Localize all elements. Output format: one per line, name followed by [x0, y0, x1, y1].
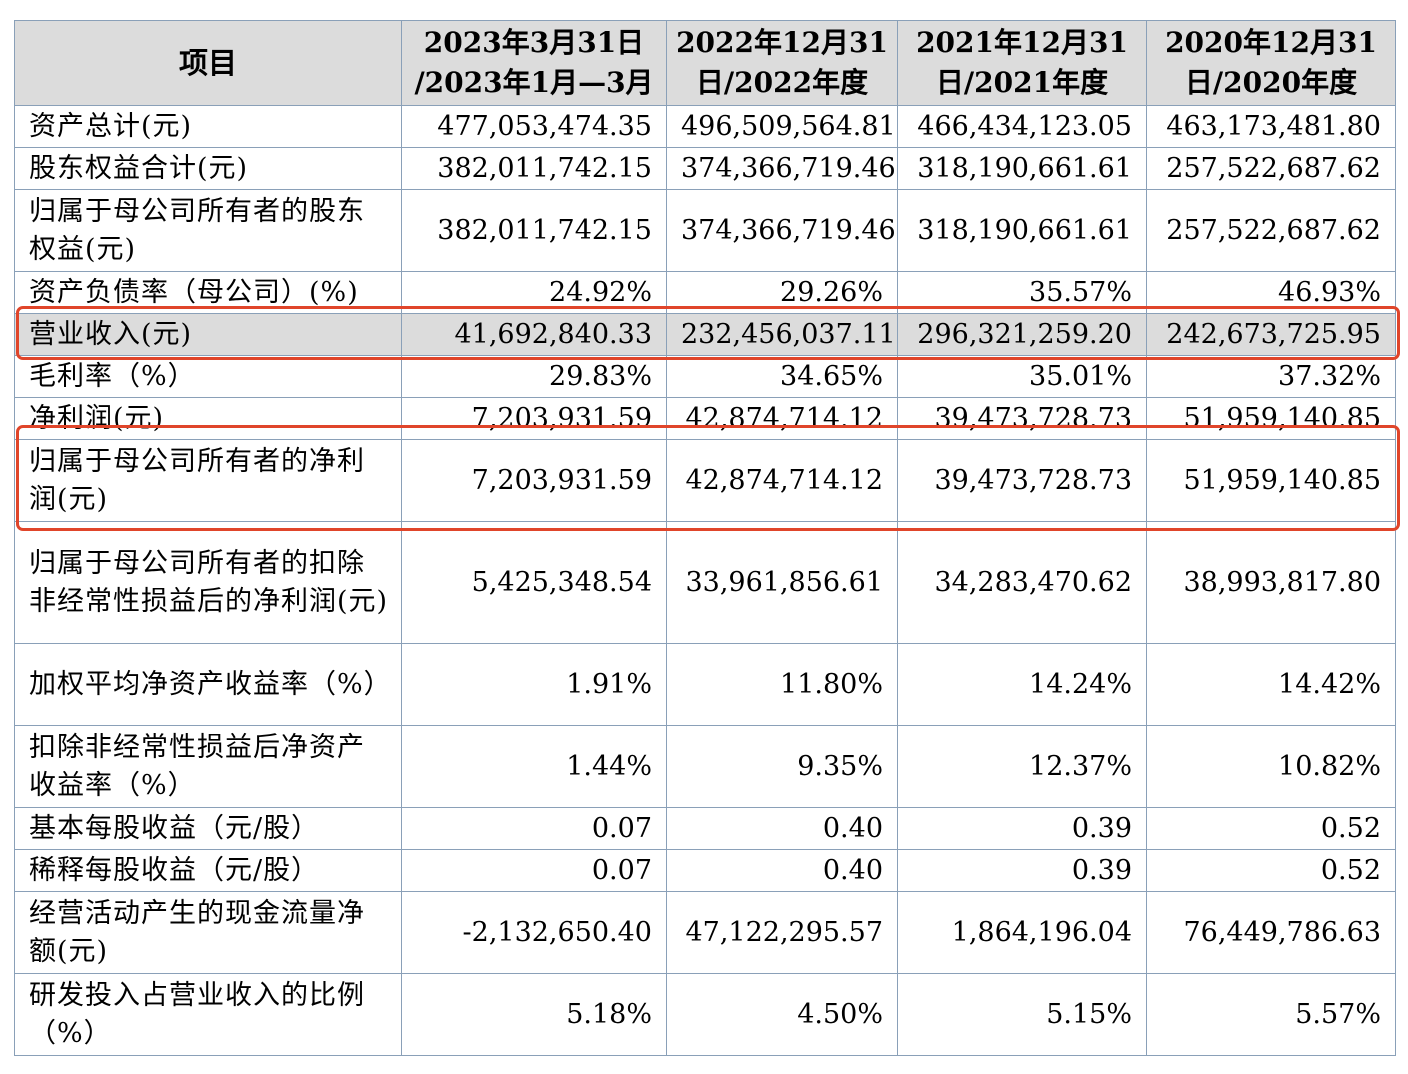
cell-value: 0.39: [897, 849, 1147, 892]
row-label: 资产负债率（母公司）(%): [14, 271, 402, 314]
cell-value: 14.24%: [897, 643, 1147, 726]
header-2022: 2022年12月31 日/2022年度: [666, 20, 898, 106]
cell-value: 318,190,661.61: [897, 189, 1147, 272]
cell-value: 496,509,564.81: [666, 105, 898, 148]
table-row: 净利润(元) 7,203,931.59 42,874,714.12 39,473…: [14, 397, 1396, 440]
cell-value: -2,132,650.40: [401, 891, 667, 974]
row-label: 基本每股收益（元/股）: [14, 807, 402, 850]
row-label: 经营活动产生的现金流量净额(元): [14, 891, 402, 974]
cell-value: 12.37%: [897, 725, 1147, 808]
table-row: 稀释每股收益（元/股） 0.07 0.40 0.39 0.52: [14, 849, 1396, 892]
cell-value: 1.44%: [401, 725, 667, 808]
cell-value: 10.82%: [1146, 725, 1396, 808]
cell-value: 33,961,856.61: [666, 521, 898, 644]
cell-value: 5.15%: [897, 973, 1147, 1056]
row-label: 归属于母公司所有者的净利润(元): [14, 439, 402, 522]
cell-value: 466,434,123.05: [897, 105, 1147, 148]
cell-value: 232,456,037.11: [666, 313, 898, 356]
header-2023q1: 2023年3月31日/2023年1月—3月: [401, 20, 667, 106]
cell-value: 42,874,714.12: [666, 397, 898, 440]
cell-value: 477,053,474.35: [401, 105, 667, 148]
cell-value: 35.57%: [897, 271, 1147, 314]
row-label: 归属于母公司所有者的股东权益(元): [14, 189, 402, 272]
cell-value: 374,366,719.46: [666, 189, 898, 272]
row-label: 净利润(元): [14, 397, 402, 440]
header-2021: 2021年12月31 日/2021年度: [897, 20, 1147, 106]
row-label: 加权平均净资产收益率（%）: [14, 643, 402, 726]
cell-value: 29.26%: [666, 271, 898, 314]
cell-value: 38,993,817.80: [1146, 521, 1396, 644]
cell-value: 318,190,661.61: [897, 147, 1147, 190]
cell-value: 5.57%: [1146, 973, 1396, 1056]
cell-value: 374,366,719.46: [666, 147, 898, 190]
row-label: 稀释每股收益（元/股）: [14, 849, 402, 892]
cell-value: 0.52: [1146, 849, 1396, 892]
cell-value: 14.42%: [1146, 643, 1396, 726]
cell-value: 47,122,295.57: [666, 891, 898, 974]
cell-value: 5,425,348.54: [401, 521, 667, 644]
cell-value: 34,283,470.62: [897, 521, 1147, 644]
cell-value: 35.01%: [897, 355, 1147, 398]
financial-indicators-table: 项目 2023年3月31日/2023年1月—3月 2022年12月31 日/202…: [14, 20, 1396, 1056]
table-row: 归属于母公司所有者的股东权益(元) 382,011,742.15 374,366…: [14, 189, 1396, 272]
cell-value: 382,011,742.15: [401, 189, 667, 272]
cell-value: 51,959,140.85: [1146, 397, 1396, 440]
cell-value: 4.50%: [666, 973, 898, 1056]
table-row-highlighted: 归属于母公司所有者的净利润(元) 7,203,931.59 42,874,714…: [14, 439, 1396, 522]
cell-value: 0.39: [897, 807, 1147, 850]
cell-value: 0.07: [401, 849, 667, 892]
row-label: 资产总计(元): [14, 105, 402, 148]
cell-value: 42,874,714.12: [666, 439, 898, 522]
financial-table-container: 项目 2023年3月31日/2023年1月—3月 2022年12月31 日/202…: [14, 20, 1396, 1056]
row-label: 毛利率（%）: [14, 355, 402, 398]
cell-value: 257,522,687.62: [1146, 147, 1396, 190]
header-row: 项目 2023年3月31日/2023年1月—3月 2022年12月31 日/202…: [14, 20, 1396, 106]
cell-value: 7,203,931.59: [401, 397, 667, 440]
cell-value: 34.65%: [666, 355, 898, 398]
cell-value: 76,449,786.63: [1146, 891, 1396, 974]
cell-value: 7,203,931.59: [401, 439, 667, 522]
cell-value: 5.18%: [401, 973, 667, 1056]
cell-value: 463,173,481.80: [1146, 105, 1396, 148]
header-item: 项目: [14, 20, 402, 106]
cell-value: 296,321,259.20: [897, 313, 1147, 356]
table-row: 加权平均净资产收益率（%） 1.91% 11.80% 14.24% 14.42%: [14, 643, 1396, 726]
cell-value: 382,011,742.15: [401, 147, 667, 190]
cell-value: 41,692,840.33: [401, 313, 667, 356]
cell-value: 51,959,140.85: [1146, 439, 1396, 522]
cell-value: 0.07: [401, 807, 667, 850]
table-row: 股东权益合计(元) 382,011,742.15 374,366,719.46 …: [14, 147, 1396, 190]
table-row: 基本每股收益（元/股） 0.07 0.40 0.39 0.52: [14, 807, 1396, 850]
cell-value: 1,864,196.04: [897, 891, 1147, 974]
row-label: 股东权益合计(元): [14, 147, 402, 190]
table-row: 归属于母公司所有者的扣除非经常性损益后的净利润(元) 5,425,348.54 …: [14, 521, 1396, 644]
table-row: 资产负债率（母公司）(%) 24.92% 29.26% 35.57% 46.93…: [14, 271, 1396, 314]
row-label: 扣除非经常性损益后净资产收益率（%）: [14, 725, 402, 808]
cell-value: 37.32%: [1146, 355, 1396, 398]
row-label: 研发投入占营业收入的比例（%）: [14, 973, 402, 1056]
cell-value: 0.40: [666, 807, 898, 850]
table-row: 毛利率（%） 29.83% 34.65% 35.01% 37.32%: [14, 355, 1396, 398]
cell-value: 0.40: [666, 849, 898, 892]
cell-value: 24.92%: [401, 271, 667, 314]
cell-value: 39,473,728.73: [897, 397, 1147, 440]
row-label: 营业收入(元): [14, 313, 402, 356]
header-2020: 2020年12月31 日/2020年度: [1146, 20, 1396, 106]
cell-value: 0.52: [1146, 807, 1396, 850]
table-row: 研发投入占营业收入的比例（%） 5.18% 4.50% 5.15% 5.57%: [14, 973, 1396, 1056]
cell-value: 1.91%: [401, 643, 667, 726]
cell-value: 11.80%: [666, 643, 898, 726]
cell-value: 46.93%: [1146, 271, 1396, 314]
cell-value: 242,673,725.95: [1146, 313, 1396, 356]
cell-value: 257,522,687.62: [1146, 189, 1396, 272]
table-row-highlighted: 营业收入(元) 41,692,840.33 232,456,037.11 296…: [14, 313, 1396, 356]
row-label: 归属于母公司所有者的扣除非经常性损益后的净利润(元): [14, 521, 402, 644]
table-row: 经营活动产生的现金流量净额(元) -2,132,650.40 47,122,29…: [14, 891, 1396, 974]
cell-value: 9.35%: [666, 725, 898, 808]
cell-value: 39,473,728.73: [897, 439, 1147, 522]
table-row: 资产总计(元) 477,053,474.35 496,509,564.81 46…: [14, 105, 1396, 148]
cell-value: 29.83%: [401, 355, 667, 398]
table-row: 扣除非经常性损益后净资产收益率（%） 1.44% 9.35% 12.37% 10…: [14, 725, 1396, 808]
